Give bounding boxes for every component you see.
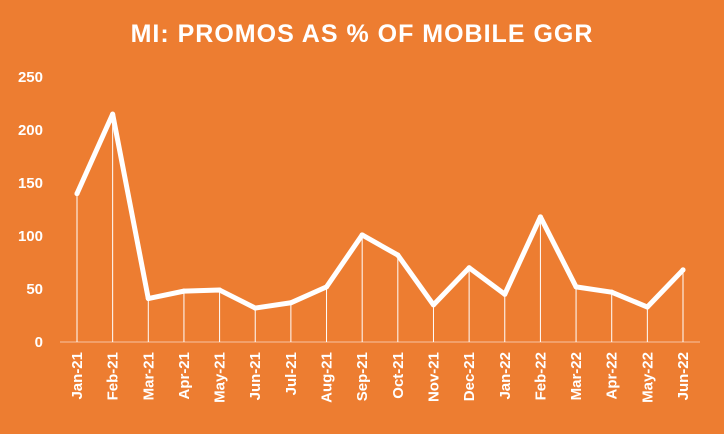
- data-point: [74, 191, 80, 197]
- data-point: [181, 288, 187, 294]
- x-tick-label: May-22: [639, 352, 656, 403]
- y-tick-label: 50: [26, 281, 43, 298]
- data-point: [217, 287, 223, 293]
- x-tick-label: Jan-21: [69, 352, 86, 400]
- data-point: [466, 265, 472, 271]
- x-tick-label: Jan-22: [497, 352, 514, 400]
- data-point: [680, 267, 686, 273]
- data-point: [288, 300, 294, 306]
- data-point: [573, 284, 579, 290]
- data-point: [145, 296, 151, 302]
- data-point: [644, 304, 650, 310]
- x-tick-label: Apr-22: [604, 352, 621, 400]
- data-point: [430, 302, 436, 308]
- x-tick-label: Oct-21: [390, 352, 407, 399]
- y-tick-label: 250: [18, 69, 43, 86]
- data-point: [324, 284, 330, 290]
- x-tick-label: Apr-21: [176, 352, 193, 400]
- data-point: [110, 111, 116, 117]
- x-tick-label: Jul-21: [283, 352, 300, 395]
- data-point: [395, 252, 401, 258]
- data-point: [359, 232, 365, 238]
- x-tick-label: Aug-21: [319, 352, 336, 403]
- y-tick-label: 100: [18, 228, 43, 245]
- data-point: [252, 305, 258, 311]
- x-tick-label: Jun-21: [247, 352, 264, 400]
- data-point: [537, 214, 543, 220]
- x-tick-label: Dec-21: [461, 352, 478, 401]
- y-tick-label: 200: [18, 122, 43, 139]
- y-tick-label: 0: [35, 334, 43, 351]
- x-tick-label: Feb-21: [105, 352, 122, 400]
- series-line: [74, 111, 686, 311]
- x-tick-label: Feb-22: [532, 352, 549, 400]
- x-tick-label: Mar-21: [140, 352, 157, 400]
- data-point: [502, 291, 508, 297]
- chart-title: MI: PROMOS AS % OF MOBILE GGR: [130, 20, 594, 48]
- data-point: [609, 289, 615, 295]
- x-tick-label: Nov-21: [425, 352, 442, 402]
- x-tick-label: Mar-22: [568, 352, 585, 400]
- x-tick-label: May-21: [212, 352, 229, 403]
- x-tick-label: Sep-21: [354, 352, 371, 401]
- x-tick-label: Jun-22: [675, 352, 692, 400]
- y-tick-label: 150: [18, 175, 43, 192]
